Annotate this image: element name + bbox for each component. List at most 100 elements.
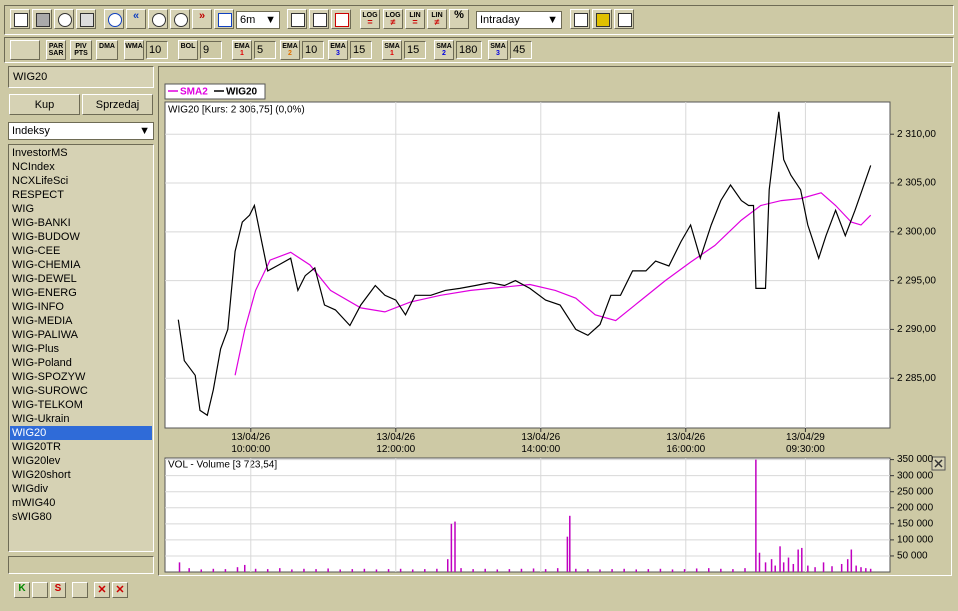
icon-button[interactable] <box>170 9 190 29</box>
scale-button[interactable]: LIN ≠ <box>427 9 447 29</box>
indicator-button[interactable]: SMA 1 <box>382 40 402 60</box>
indicator-param: 9 <box>200 41 222 59</box>
list-item[interactable]: WIG20lev <box>12 455 61 467</box>
list-item[interactable]: WIG-Poland <box>12 357 72 369</box>
icon-button[interactable] <box>104 9 124 29</box>
icon-button[interactable]: ✕ <box>112 582 128 598</box>
list-item[interactable]: NCIndex <box>12 161 55 173</box>
volume-bar <box>855 565 857 572</box>
indicator-param: 15 <box>404 41 426 59</box>
indicator-button[interactable]: BOL <box>178 40 198 60</box>
y-tick-label: 200 000 <box>897 502 934 513</box>
list-item[interactable]: WIG <box>12 203 34 215</box>
volume-bar <box>460 568 462 572</box>
list-item[interactable]: WIG-ENERG <box>12 287 77 299</box>
interval-select[interactable]: Intraday ▼ <box>476 11 562 29</box>
y-tick-label: 2 295,00 <box>897 275 936 286</box>
group-value: Indeksy <box>12 125 50 137</box>
indicator-button[interactable]: PIV PTS <box>70 40 92 60</box>
scale-button[interactable]: LOG = <box>360 9 380 29</box>
list-item[interactable]: RESPECT <box>12 189 64 201</box>
list-item[interactable]: WIG-SUROWC <box>12 385 88 397</box>
list-item[interactable]: sWIG80 <box>12 511 52 523</box>
list-item[interactable]: WIG20short <box>12 469 71 481</box>
list-item[interactable]: WIG20 <box>10 426 152 440</box>
list-item[interactable]: WIG20TR <box>12 441 61 453</box>
indicator-button[interactable]: DMA <box>96 40 118 60</box>
icon-button[interactable] <box>287 9 307 29</box>
indicator-label: PIV PTS <box>74 43 88 57</box>
icon-button[interactable] <box>10 40 40 60</box>
volume-bar <box>814 567 816 572</box>
indicator-button[interactable]: EMA 3 <box>328 40 348 60</box>
indicator-button[interactable]: EMA 2 <box>280 40 300 60</box>
indicator-button[interactable]: WMA <box>124 40 144 60</box>
icon-button[interactable] <box>54 9 74 29</box>
indicator-button[interactable]: PAR SAR <box>46 40 66 60</box>
volume-bar <box>508 569 511 572</box>
icon-button[interactable] <box>309 9 329 29</box>
icon-button[interactable] <box>614 9 634 29</box>
icon-button[interactable] <box>72 582 88 598</box>
volume-bar <box>659 568 662 572</box>
price-title: WIG20 [Kurs: 2 306,75] (0,0%) <box>168 105 305 116</box>
indicator-sub: 2 <box>288 50 292 57</box>
indicator-sub: 1 <box>240 50 244 57</box>
icon-button[interactable] <box>214 9 234 29</box>
icon-button[interactable] <box>76 9 96 29</box>
volume-bar <box>212 568 215 572</box>
list-item[interactable]: WIG-Ukrain <box>12 413 70 425</box>
volume-bar <box>315 569 317 572</box>
volume-bar <box>850 549 853 572</box>
volume-bar <box>807 565 809 572</box>
icon-button[interactable]: ✕ <box>94 582 110 598</box>
icon-button[interactable] <box>592 9 612 29</box>
icon-button[interactable]: K <box>14 582 30 598</box>
icon-button[interactable] <box>32 9 52 29</box>
list-item[interactable]: WIG-TELKOM <box>12 399 83 411</box>
series-line <box>177 111 872 417</box>
indicator-button[interactable]: EMA 1 <box>232 40 252 60</box>
indicator-button[interactable]: SMA 3 <box>488 40 508 60</box>
icon-button[interactable] <box>331 9 351 29</box>
icon-button[interactable] <box>148 9 168 29</box>
scale-button[interactable]: % <box>449 9 469 29</box>
dropdown-arrow: ▼ <box>265 14 276 26</box>
list-item[interactable]: mWIG40 <box>12 497 56 509</box>
list-item[interactable]: WIG-DEWEL <box>12 273 77 285</box>
scale-label: LOG <box>362 12 378 19</box>
list-item[interactable]: WIG-Plus <box>12 343 60 355</box>
y-tick-label: 2 305,00 <box>897 178 936 189</box>
buy-button[interactable]: Kup <box>9 94 80 115</box>
icon-button[interactable]: « <box>126 9 146 29</box>
indicator-button[interactable]: SMA 2 <box>434 40 454 60</box>
list-item[interactable]: WIGdiv <box>12 483 49 495</box>
list-item[interactable]: WIG-INFO <box>12 301 64 313</box>
list-item[interactable]: WIG-CHEMIA <box>12 259 81 271</box>
icon-button[interactable]: S <box>50 582 66 598</box>
list-item[interactable]: NCXLifeSci <box>12 175 69 187</box>
list-item[interactable]: InvestorMS <box>12 147 68 159</box>
group-select[interactable]: Indeksy ▼ <box>8 122 154 140</box>
icon-button[interactable]: » <box>192 9 212 29</box>
sell-button[interactable]: Sprzedaj <box>82 94 153 115</box>
scale-button[interactable]: LOG ≠ <box>383 9 403 29</box>
indicator-label: PAR SAR <box>48 43 64 57</box>
volume-bar <box>375 569 378 572</box>
volume-bar <box>351 569 354 572</box>
icon-button[interactable] <box>570 9 590 29</box>
list-item[interactable]: WIG-BUDOW <box>12 231 80 243</box>
icon-button[interactable] <box>10 9 30 29</box>
indicator-label: EMA <box>330 43 346 50</box>
volume-bar <box>635 569 637 572</box>
period-select[interactable]: 6m ▼ <box>236 11 280 29</box>
list-item[interactable]: WIG-PALIWA <box>12 329 78 341</box>
scale-button[interactable]: LIN = <box>405 9 425 29</box>
list-item[interactable]: WIG-CEE <box>12 245 61 257</box>
indicator-sub: 2 <box>442 50 446 57</box>
list-item[interactable]: WIG-SPOZYW <box>12 371 86 383</box>
icon-button[interactable] <box>32 582 48 598</box>
list-item[interactable]: WIG-MEDIA <box>12 315 73 327</box>
list-item[interactable]: WIG-BANKI <box>12 217 71 229</box>
